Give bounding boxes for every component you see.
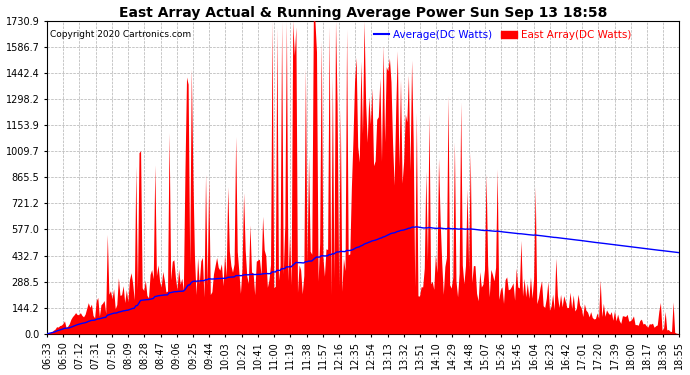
Title: East Array Actual & Running Average Power Sun Sep 13 18:58: East Array Actual & Running Average Powe… <box>119 6 607 20</box>
Text: Copyright 2020 Cartronics.com: Copyright 2020 Cartronics.com <box>50 30 191 39</box>
Legend: Average(DC Watts), East Array(DC Watts): Average(DC Watts), East Array(DC Watts) <box>370 26 635 44</box>
